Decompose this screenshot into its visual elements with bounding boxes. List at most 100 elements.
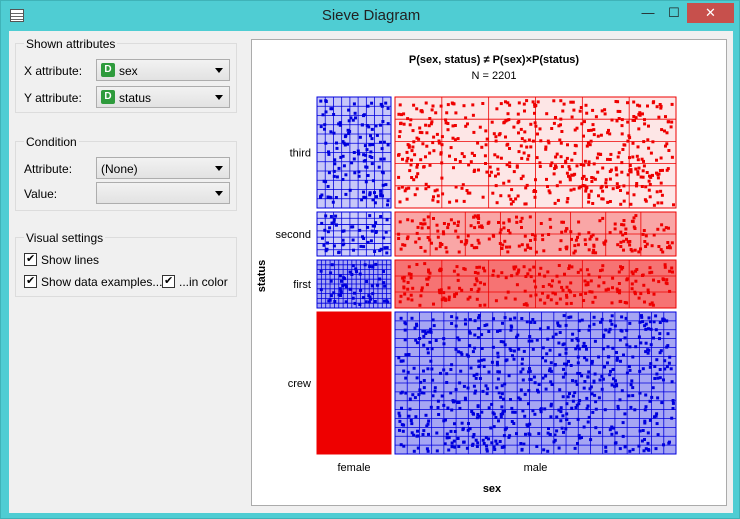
data-example-point [601,189,605,193]
data-example-point [460,186,464,190]
data-example-point [631,155,635,159]
data-example-point [505,163,509,167]
data-example-point [426,277,430,281]
data-example-point [452,102,456,106]
show-lines-label[interactable]: Show lines [41,253,100,267]
data-example-point [320,193,324,197]
x-tick-label-female: female [337,462,370,474]
data-example-point [424,413,428,417]
sieve-plot-area[interactable]: P(sex, status) ≠ P(sex)×P(status) N = 22… [251,39,727,506]
sieve-cell-female-third[interactable] [316,96,392,209]
data-example-point [531,139,535,143]
data-example-point [371,179,375,183]
data-example-point [662,443,665,447]
data-example-point [627,394,631,398]
data-example-point [324,100,328,103]
close-button[interactable]: ✕ [687,3,734,23]
data-example-point [428,117,432,120]
data-example-point [426,449,430,453]
data-example-point [494,184,498,188]
x-attribute-combo[interactable]: D sex [96,59,230,81]
maximize-button[interactable]: ☐ [668,5,680,20]
data-example-point [415,136,419,140]
data-example-point [327,171,331,175]
data-example-point [567,288,571,292]
data-example-point [525,320,529,324]
in-color-checkbox[interactable] [162,274,175,288]
sieve-cell-female-first[interactable] [316,259,392,309]
minimize-button[interactable]: — [641,5,655,20]
data-example-point [473,283,477,287]
data-example-point [619,359,622,363]
data-example-point [566,395,570,399]
data-example-point [564,229,568,233]
data-example-point [384,183,388,187]
data-example-point [422,386,426,390]
data-example-point [413,153,417,157]
data-example-point [547,283,551,287]
data-example-point [450,315,454,319]
data-example-point [538,272,541,276]
data-example-point [496,329,499,333]
sieve-cell-male-second[interactable] [394,211,677,257]
title-bar[interactable]: Sieve Diagram — ☐ ✕ [1,1,740,31]
data-example-point [619,240,623,244]
in-color-label[interactable]: ...in color [179,275,228,289]
data-example-point [660,201,664,205]
data-example-point [399,391,403,395]
data-example-point [425,447,429,451]
data-example-point [437,141,441,145]
sieve-cell-male-first[interactable] [394,259,677,309]
data-example-point [579,106,583,109]
data-example-point [623,301,627,304]
chart-title: P(sex, status) ≠ P(sex)×P(status) [409,54,580,66]
data-example-point [496,363,499,367]
data-example-point [329,350,332,353]
data-example-point [570,158,574,162]
data-example-point [553,438,557,442]
data-example-point [533,195,537,199]
data-example-point [415,175,418,179]
data-example-point [475,265,479,269]
data-example-point [477,365,481,369]
data-example-point [455,316,459,320]
condition-attribute-combo[interactable]: (None) [96,157,230,179]
y-attribute-value: status [119,91,152,105]
show-examples-checkbox[interactable] [24,274,37,288]
sieve-cell-female-crew[interactable] [316,311,392,455]
data-example-point [639,175,643,179]
data-example-point [586,404,590,408]
show-lines-checkbox[interactable] [24,252,37,266]
data-example-point [419,246,423,249]
data-example-point [472,130,476,134]
show-examples-label[interactable]: Show data examples... [41,275,163,289]
data-example-point [362,445,366,448]
data-example-point [586,375,590,379]
data-example-point [589,189,593,193]
condition-value-combo[interactable] [96,182,230,204]
data-example-point [535,156,539,160]
chevron-down-icon [215,191,223,196]
data-example-point [486,387,490,391]
data-example-point [487,330,491,333]
data-example-point [591,251,595,255]
data-example-point [491,191,495,195]
data-example-point [350,161,354,165]
sieve-cell-female-second[interactable] [316,211,392,257]
data-example-point [628,169,632,173]
data-example-point [340,279,343,283]
data-example-point [452,166,455,170]
data-example-point [476,413,480,416]
sieve-cell-male-crew[interactable] [394,311,677,455]
data-example-point [610,301,614,305]
data-example-point [324,141,328,145]
data-example-point [498,329,502,333]
data-example-point [371,364,375,367]
data-example-point [350,273,354,276]
data-example-point [563,272,566,276]
sieve-cell-male-third[interactable] [394,96,677,209]
data-example-point [565,417,569,421]
data-example-point [575,337,579,341]
data-example-point [618,289,622,293]
y-attribute-combo[interactable]: D status [96,86,230,108]
